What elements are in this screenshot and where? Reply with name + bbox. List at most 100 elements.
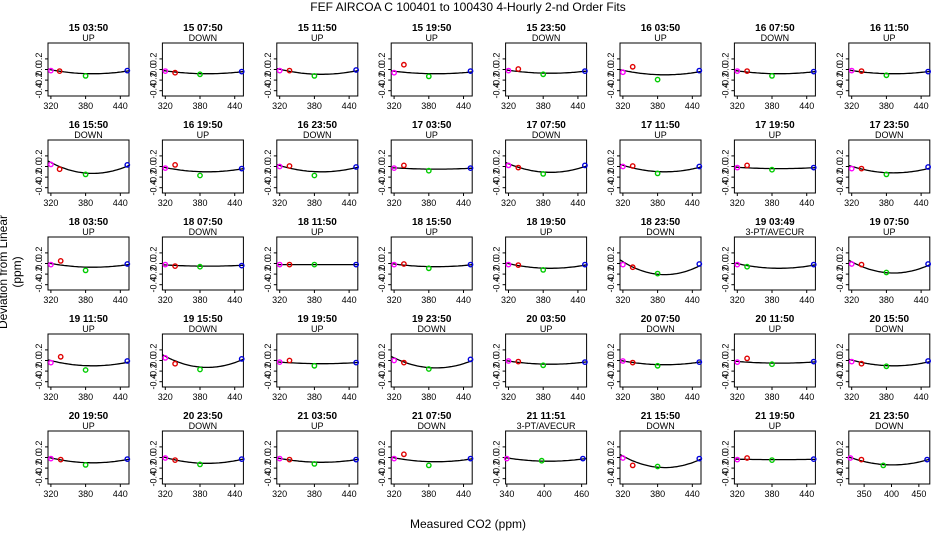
fit-curve	[505, 161, 587, 173]
x-tick-label: 440	[227, 101, 242, 111]
data-point	[172, 161, 179, 168]
data-point	[286, 261, 293, 268]
x-tick-label: 440	[914, 392, 929, 402]
data-point	[57, 353, 64, 360]
x-tick-label: 400	[884, 489, 899, 499]
y-tick-label: -0.4	[377, 374, 387, 390]
data-point	[848, 261, 855, 267]
data-point	[734, 261, 741, 268]
data-point	[48, 455, 54, 462]
y-tick-label: -0.2	[606, 266, 616, 282]
x-tick-label: 380	[879, 198, 894, 208]
data-point	[238, 68, 245, 75]
x-tick-label: 380	[764, 101, 779, 111]
y-tick-label: 0.0	[835, 160, 845, 173]
data-point	[858, 456, 865, 463]
data-point	[400, 261, 407, 267]
x-tick-label: 440	[685, 295, 700, 305]
x-tick-label: 320	[43, 101, 58, 111]
y-tick-label: -0.2	[148, 169, 158, 185]
plot-frame	[505, 430, 588, 485]
y-tick-label: -0.2	[492, 169, 502, 185]
data-point	[515, 164, 522, 171]
panel-mode: DOWN	[761, 33, 790, 43]
x-tick-label: 320	[272, 295, 287, 305]
data-point	[467, 356, 474, 363]
fit-curve	[276, 67, 358, 75]
y-tick-label: -0.2	[835, 460, 845, 476]
fit-curve	[619, 453, 702, 469]
y-tick-label: -0.4	[492, 83, 502, 99]
data-point	[654, 76, 661, 83]
panel-mode: DOWN	[417, 421, 446, 431]
panel-title: 17 03:50	[412, 120, 452, 131]
panel-mode: UP	[425, 33, 438, 43]
x-tick-label: 320	[730, 392, 745, 402]
y-tick-label: 0.0	[377, 354, 387, 367]
y-tick-label: -0.4	[720, 180, 730, 196]
y-tick-label: -0.4	[606, 277, 616, 293]
data-point	[48, 359, 54, 366]
panel-mode: UP	[425, 130, 438, 140]
panel-title: 16 19:50	[183, 120, 223, 131]
fit-curve	[391, 263, 473, 268]
panel-mode: DOWN	[189, 227, 218, 237]
y-tick-label: -0.4	[34, 374, 44, 390]
x-tick-label: 380	[78, 101, 93, 111]
x-tick-label: 380	[650, 489, 665, 499]
y-tick-label: -0.2	[34, 460, 44, 476]
x-tick-label: 440	[570, 295, 585, 305]
x-tick-label: 320	[272, 392, 287, 402]
y-tick-label: 0.2	[835, 344, 845, 357]
panel-title: 21 07:50	[412, 411, 452, 422]
x-tick-label: 380	[192, 101, 207, 111]
y-tick-label: 0.2	[492, 344, 502, 357]
fit-curve	[391, 166, 473, 170]
data-point	[162, 165, 169, 172]
data-point	[353, 67, 359, 73]
data-point	[696, 261, 703, 267]
y-tick-label: -0.2	[835, 72, 845, 88]
y-tick-label: -0.2	[606, 460, 616, 476]
x-tick-label: 380	[764, 392, 779, 402]
y-tick-label: 0.0	[263, 451, 273, 464]
panel-title: 16 15:50	[69, 120, 109, 131]
y-tick-label: 0.2	[34, 441, 44, 454]
y-tick-label: -0.4	[606, 83, 616, 99]
data-point	[744, 68, 750, 75]
x-tick-label: 450	[911, 489, 926, 499]
y-tick-label: -0.2	[263, 266, 273, 282]
x-tick-label: 380	[536, 198, 551, 208]
panel-title: 17 07:50	[526, 120, 566, 131]
panel-mode: 3-PT/AVECUR	[517, 421, 576, 431]
panel-mode: UP	[540, 324, 553, 334]
fit-curve	[619, 69, 702, 76]
data-point	[810, 68, 817, 75]
panel-title: 18 03:50	[69, 217, 109, 228]
x-tick-label: 320	[730, 101, 745, 111]
x-tick-label: 320	[844, 198, 859, 208]
x-tick-label: 380	[536, 392, 551, 402]
y-tick-label: 0.0	[835, 451, 845, 464]
panel-mode: UP	[769, 421, 782, 431]
data-point	[810, 261, 817, 268]
plot-frame	[390, 430, 473, 485]
y-tick-label: 0.0	[263, 160, 273, 173]
data-point	[286, 163, 293, 169]
x-tick-label: 320	[387, 489, 402, 499]
x-tick-label: 460	[574, 489, 589, 499]
y-tick-label: -0.4	[492, 277, 502, 293]
data-point	[582, 162, 588, 169]
y-tick-label: -0.2	[492, 266, 502, 282]
y-tick-label: -0.4	[835, 374, 845, 390]
plot-frame	[619, 430, 702, 485]
fit-curve	[390, 355, 473, 369]
data-point	[582, 261, 588, 268]
x-tick-label: 440	[685, 101, 700, 111]
